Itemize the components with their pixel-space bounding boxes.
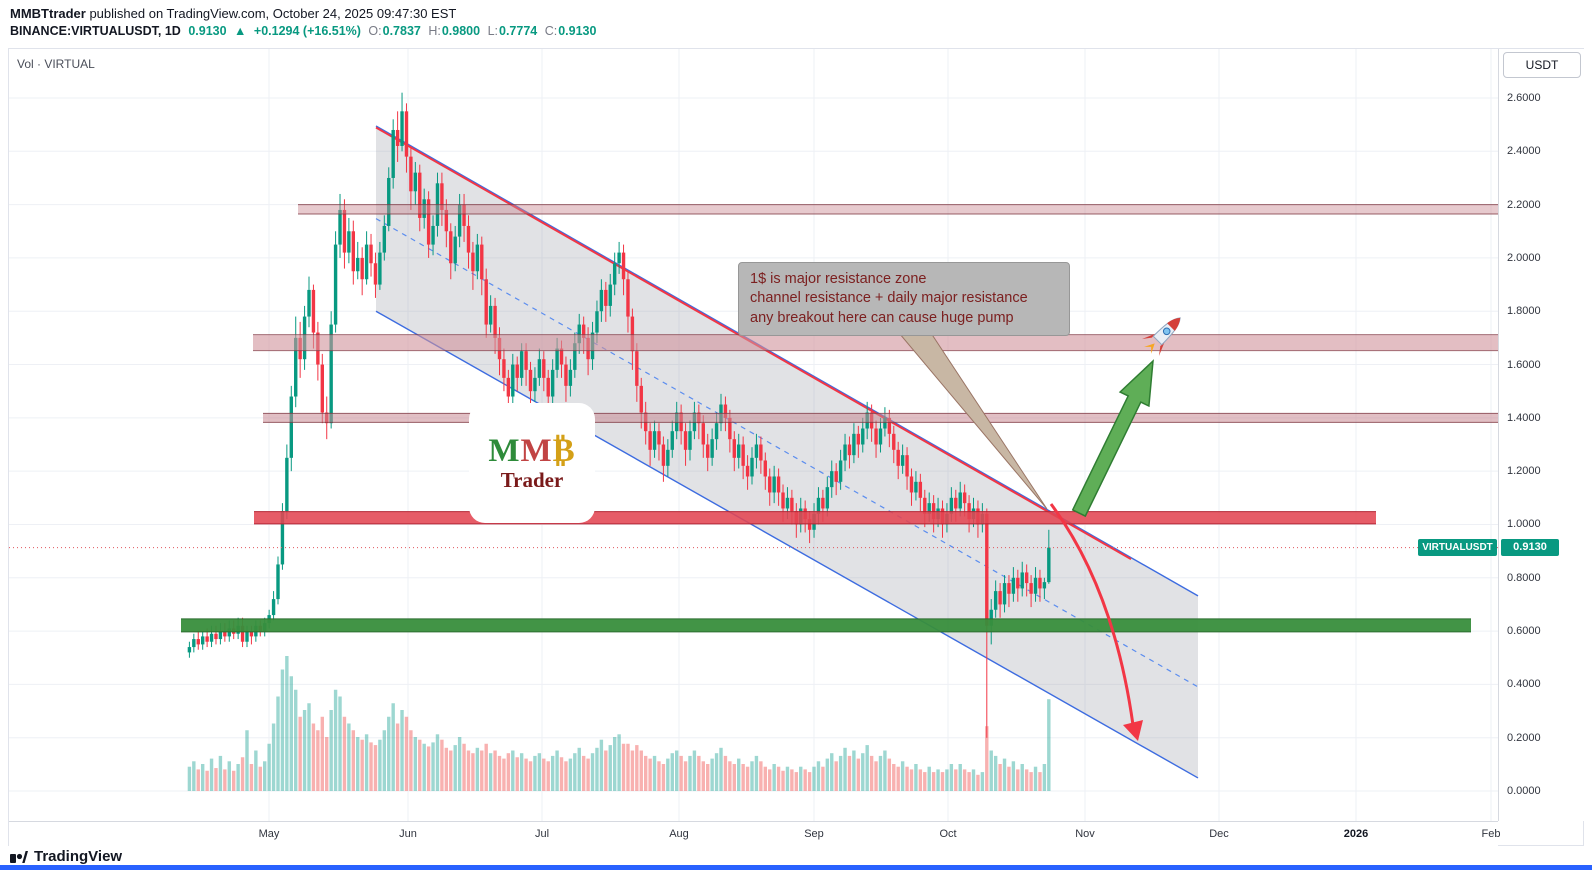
price-tick: 2.6000	[1507, 92, 1541, 104]
price-tick: 1.2000	[1507, 465, 1541, 478]
resistance-1.02	[254, 511, 1376, 524]
price-tick: 0.2000	[1507, 731, 1541, 744]
close-label: C:	[544, 24, 558, 38]
tradingview-wordmark[interactable]: TradingView	[34, 847, 123, 865]
watermark-trader-text: Trader	[500, 467, 564, 492]
time-tick: Oct	[939, 828, 957, 840]
price-tick: 2.2000	[1507, 198, 1541, 211]
time-tick: Jun	[399, 828, 417, 840]
price-axis[interactable]: USDT 0.9130 2.6000 2.4000 2.2000 2.0000 1.80…	[1498, 49, 1584, 821]
price-tick: 0.0000	[1507, 785, 1541, 797]
time-tick: Nov	[1075, 828, 1095, 840]
time-axis[interactable]: May Jun Jul Aug Sep Oct Nov Dec 2026 Feb	[9, 821, 1501, 846]
currency-toggle-button[interactable]: USDT	[1503, 52, 1581, 78]
time-tick: Feb	[1481, 828, 1501, 840]
time-tick: Aug	[669, 828, 689, 840]
up-arrow-icon: ▲	[234, 24, 247, 38]
low-label: L:	[487, 24, 498, 38]
high-label: H:	[428, 24, 441, 38]
price-tick: 2.0000	[1507, 251, 1541, 264]
chart-frame: Vol · VIRTUAL USDT 0.9130 2.6000 2.4000 2.…	[8, 48, 1584, 846]
open-value: 0.7837	[382, 24, 421, 38]
watermark-monogram: MM₿	[488, 434, 575, 468]
price-tick: 1.4000	[1507, 411, 1541, 424]
watermark-logo: MM₿ Trader	[469, 403, 595, 523]
time-tick: Jul	[534, 828, 550, 840]
resistance-1.40	[263, 413, 1498, 423]
channel-mid-line	[375, 218, 1199, 688]
chart-plot[interactable]	[9, 49, 1498, 821]
close-value: 0.9130	[558, 24, 597, 38]
price-change: +0.1294 (+16.51%)	[253, 24, 361, 38]
volume-layer	[187, 656, 1051, 791]
price-tick: 2.4000	[1507, 145, 1541, 158]
red-down-arrow	[1049, 503, 1135, 726]
time-tick: Sep	[804, 828, 824, 840]
time-tick: 2026	[1343, 828, 1369, 840]
footer-branding: TradingView	[10, 847, 122, 865]
publish-info: published on TradingView.com, October 24…	[85, 6, 457, 21]
red-down-arrowhead	[1123, 720, 1143, 741]
annotation-line-3: any breakout here can cause huge pump	[750, 309, 1014, 326]
price-tick: 0.4000	[1507, 678, 1541, 691]
symbol-title: BINANCE:VIRTUALUSDT, 1D	[10, 24, 181, 38]
volume-study-label[interactable]: Vol · VIRTUAL	[17, 57, 95, 71]
price-tick: 1.0000	[1507, 518, 1541, 531]
price-tick: 1.8000	[1507, 305, 1541, 318]
watermark-bitcoin-b: ₿	[552, 432, 576, 469]
annotation-line-1: 1$ is major resistance zone	[750, 271, 927, 287]
rocket-icon	[1141, 317, 1181, 357]
green-up-arrow	[1071, 359, 1154, 518]
price-tick: 0.8000	[1507, 571, 1541, 584]
high-value: 0.9800	[441, 24, 481, 38]
annotation-callout: 1$ is major resistance zone channel resi…	[738, 262, 1070, 336]
symbol-price-flag: VIRTUALUSDT	[1418, 539, 1497, 556]
author-name: MMBTtrader	[10, 6, 86, 21]
watermark-letter-m-red: M	[520, 432, 553, 469]
price-tick: 1.6000	[1507, 358, 1541, 371]
last-price-axis-label: 0.9130	[1501, 539, 1559, 556]
symbol-header: BINANCE:VIRTUALUSDT, 1D 0.9130 ▲ +0.1294…	[10, 24, 600, 38]
bottom-accent-bar	[0, 865, 1592, 870]
time-tick: May	[258, 828, 280, 840]
tradingview-logo-icon	[10, 851, 28, 863]
annotation-line-2: channel resistance + daily major resista…	[750, 290, 1028, 307]
open-label: O:	[368, 24, 382, 38]
time-tick: Dec	[1209, 828, 1229, 840]
resistance-1.68	[253, 334, 1498, 351]
last-price: 0.9130	[188, 24, 227, 38]
price-tick: 0.6000	[1507, 625, 1541, 638]
watermark-letter-m-green: M	[488, 432, 521, 469]
resistance-2.18	[298, 204, 1498, 214]
low-value: 0.7774	[499, 24, 538, 38]
support-0.62	[181, 618, 1471, 632]
publish-header: MMBTtrader published on TradingView.com,…	[10, 6, 456, 21]
